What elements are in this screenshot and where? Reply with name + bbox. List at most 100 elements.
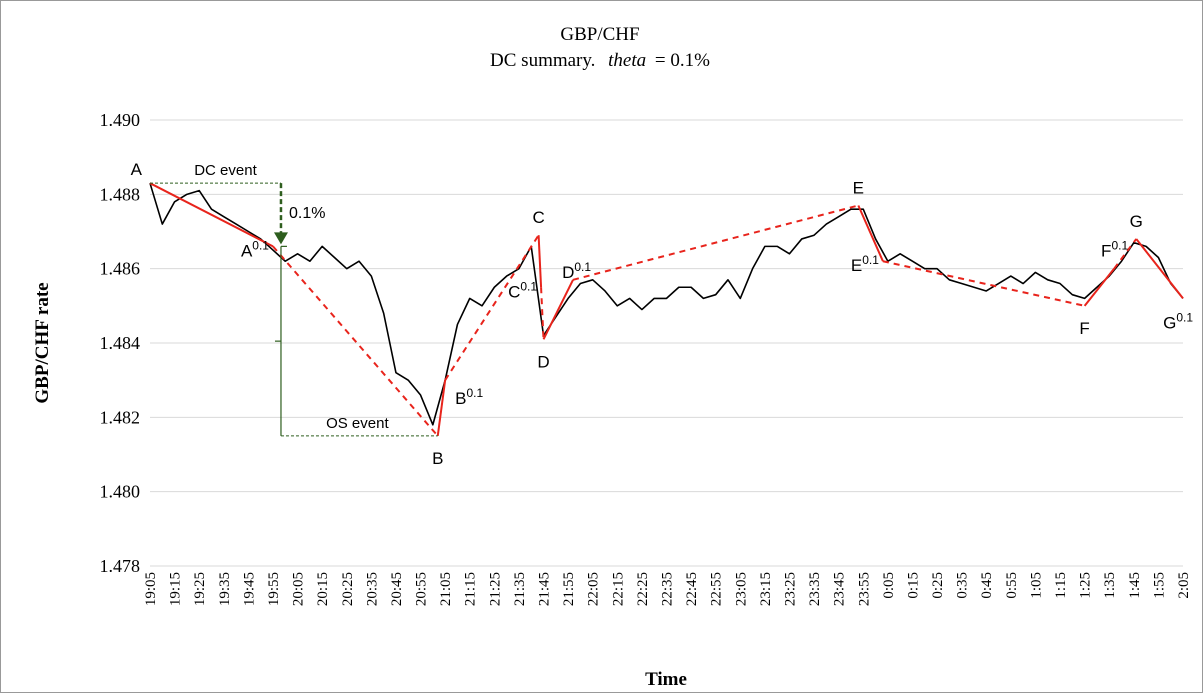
x-tick-label: 23:25: [782, 572, 798, 606]
x-tick-label: 1:25: [1078, 572, 1094, 599]
point-letter: D: [537, 352, 549, 371]
subtitle-part: theta: [608, 50, 646, 71]
point-label: F0.1: [1101, 239, 1128, 261]
os-segment: [540, 287, 545, 340]
chart-subtitle: DC summary. theta = 0.1%: [490, 50, 710, 71]
point-label: A0.1: [241, 238, 269, 260]
x-tick-label: 0:15: [905, 572, 921, 599]
subtitle-part: DC summary.: [490, 50, 595, 71]
x-tick-label: 23:45: [832, 572, 848, 606]
point-label: C0.1: [508, 279, 537, 301]
x-tick-label: 20:55: [414, 572, 430, 606]
point-label: D0.1: [562, 260, 591, 282]
x-tick-label: 20:35: [364, 572, 380, 606]
y-tick-label: 1.488: [100, 184, 141, 204]
point-letter: E: [851, 256, 862, 275]
x-tick-label: 21:25: [487, 572, 503, 606]
x-tick-label: 19:25: [192, 572, 208, 606]
point-letter: G: [1163, 313, 1176, 332]
point-superscript: 0.1: [520, 279, 537, 293]
dc-segment: [1135, 238, 1184, 300]
x-tick-label: 20:05: [291, 572, 307, 606]
dc-segment: [857, 205, 884, 262]
x-tick-label: 1:55: [1151, 572, 1167, 599]
dc-event-arrowhead: [273, 232, 288, 245]
point-letter: B: [432, 449, 443, 468]
point-label: D: [537, 352, 549, 371]
dc-segment: [1083, 268, 1115, 307]
x-tick-label: 1:05: [1028, 572, 1044, 599]
x-tick-label: 0:55: [1004, 572, 1020, 599]
point-label: A: [131, 160, 143, 179]
point-label: E0.1: [851, 253, 879, 275]
y-axis-label: GBP/CHF rate: [32, 282, 53, 403]
point-superscript: 0.1: [466, 386, 483, 400]
x-tick-label: 23:35: [807, 572, 823, 606]
x-tick-label: 23:15: [758, 572, 774, 606]
point-label: F: [1079, 319, 1089, 338]
x-tick-label: 22:15: [610, 572, 626, 606]
x-tick-label: 20:25: [340, 572, 356, 606]
y-tick-label: 1.486: [100, 259, 141, 279]
subtitle-part: = 0.1%: [655, 50, 710, 71]
x-tick-label: 21:55: [561, 572, 577, 606]
point-superscript: 0.1: [252, 238, 269, 252]
x-tick-label: 21:15: [463, 572, 479, 606]
x-tick-label: 2:05: [1176, 572, 1192, 599]
point-superscript: 0.1: [1176, 310, 1193, 324]
x-tick-label: 19:15: [168, 572, 184, 606]
price-line: [149, 182, 1184, 426]
x-tick-label: 0:35: [955, 572, 971, 599]
chart-title: GBP/CHF: [560, 24, 639, 45]
x-tick-label: 0:45: [979, 572, 995, 599]
os-segment: [272, 245, 439, 437]
y-tick-label: 1.484: [100, 333, 141, 353]
threshold-label: 0.1%: [289, 205, 325, 222]
point-superscript: 0.1: [1111, 239, 1128, 253]
x-tick-label: 22:25: [635, 572, 651, 606]
x-axis-label: Time: [645, 669, 687, 690]
x-tick-label: 23:05: [733, 572, 749, 606]
point-letter: G: [1130, 212, 1143, 231]
x-tick-label: 21:05: [438, 572, 454, 606]
dc-segment: [542, 279, 574, 340]
x-tick-label: 19:05: [143, 572, 159, 606]
x-tick-label: 1:35: [1102, 572, 1118, 599]
point-letter: A: [241, 241, 253, 260]
x-tick-label: 22:05: [586, 572, 602, 606]
y-tick-label: 1.480: [100, 482, 141, 502]
x-tick-label: 20:15: [315, 572, 331, 606]
point-label: B: [432, 449, 443, 468]
x-tick-label: 22:45: [684, 572, 700, 606]
point-superscript: 0.1: [574, 260, 591, 274]
point-letter: B: [455, 389, 466, 408]
x-tick-label: 22:55: [709, 572, 725, 606]
x-tick-label: 19:45: [241, 572, 257, 606]
x-tick-label: 21:45: [537, 572, 553, 606]
dc-event-label: DC event: [194, 162, 257, 179]
y-tick-label: 1.478: [100, 556, 141, 576]
os-segment: [444, 234, 540, 381]
point-label: G: [1130, 212, 1143, 231]
x-tick-label: 22:35: [660, 572, 676, 606]
point-letter: E: [853, 178, 864, 197]
point-label: B0.1: [455, 386, 483, 408]
os-segment: [882, 260, 1085, 307]
point-label: G0.1: [1163, 310, 1193, 332]
x-tick-label: 20:45: [389, 572, 405, 606]
point-letter: A: [131, 160, 143, 179]
point-letter: C: [532, 208, 544, 227]
dc-segment: [149, 182, 274, 248]
point-letter: F: [1101, 242, 1111, 261]
x-tick-label: 0:05: [881, 572, 897, 599]
x-tick-label: 23:55: [856, 572, 872, 606]
point-label: C: [532, 208, 544, 227]
point-letter: D: [562, 263, 574, 282]
x-tick-label: 1:15: [1053, 572, 1069, 599]
x-tick-label: 19:55: [266, 572, 282, 606]
x-tick-label: 21:35: [512, 572, 528, 606]
dc-segment: [537, 235, 543, 288]
dc-segment: [436, 380, 447, 437]
